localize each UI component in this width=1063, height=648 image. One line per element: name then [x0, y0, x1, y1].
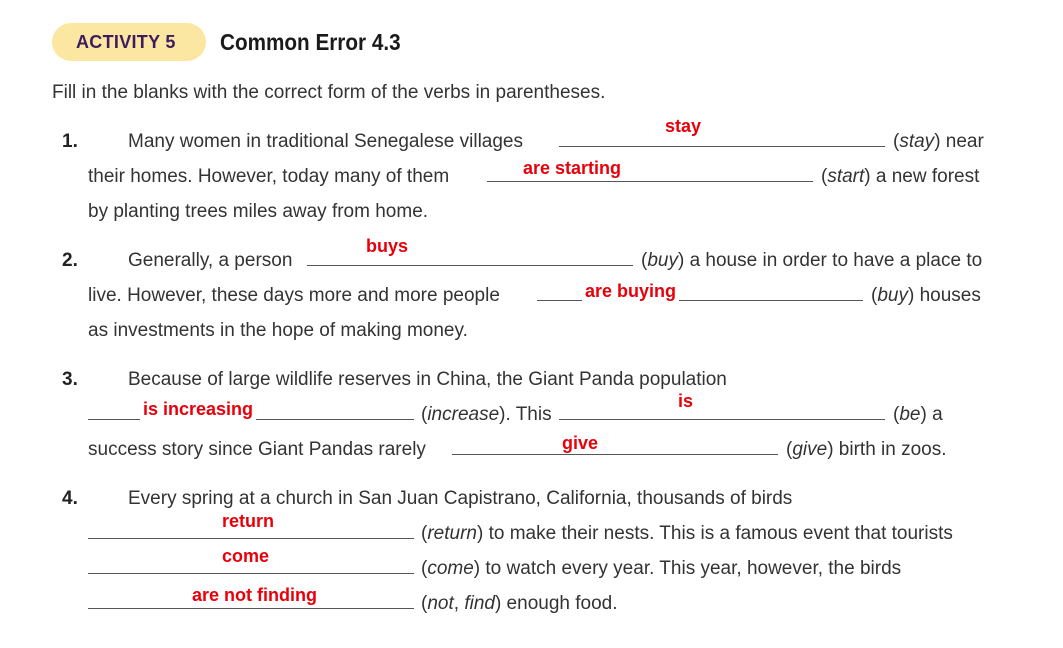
answer-text: stay	[662, 116, 705, 137]
answer-blank[interactable]	[88, 573, 414, 574]
answer-blank[interactable]	[88, 538, 414, 539]
item-text: Every spring at a church in San Juan Cap…	[128, 488, 793, 509]
verb-hint: (increase). This	[421, 404, 552, 425]
answer-text: buys	[363, 236, 412, 257]
answer-text: are starting	[520, 158, 625, 179]
answer-text: return	[219, 511, 278, 532]
verb-hint: (buy) houses	[871, 285, 981, 306]
item-number: 4.	[62, 488, 78, 509]
item-text: success story since Giant Pandas rarely	[88, 439, 426, 460]
answer-text: are buying	[582, 281, 680, 302]
verb-hint: (come) to watch every year. This year, h…	[421, 558, 902, 579]
item-text: by planting trees miles away from home.	[88, 201, 429, 222]
verb-hint: (stay) near	[893, 131, 984, 152]
answer-blank[interactable]	[487, 181, 813, 182]
answer-text: is increasing	[140, 399, 257, 420]
page-title: Common Error 4.3	[220, 29, 401, 55]
answer-blank[interactable]	[559, 419, 885, 420]
verb-hint: (buy) a house in order to have a place t…	[641, 250, 983, 271]
item-number: 1.	[62, 131, 78, 152]
item-text: as investments in the hope of making mon…	[88, 320, 468, 341]
item-text: Generally, a person	[128, 250, 293, 271]
activity-badge	[52, 23, 206, 61]
instructions: Fill in the blanks with the correct form…	[52, 82, 606, 103]
item-text: live. However, these days more and more …	[88, 285, 500, 306]
answer-blank[interactable]	[452, 454, 778, 455]
answer-text: give	[559, 433, 602, 454]
answer-text: come	[219, 546, 273, 567]
verb-hint: (return) to make their nests. This is a …	[421, 523, 953, 544]
verb-hint: (start) a new forest	[821, 166, 980, 187]
answer-blank[interactable]	[307, 265, 633, 266]
answer-text: is	[675, 391, 697, 412]
verb-hint: (not, find) enough food.	[421, 593, 618, 614]
answer-blank[interactable]	[537, 300, 863, 301]
answer-text: are not finding	[189, 585, 320, 606]
item-number: 2.	[62, 250, 78, 271]
item-text: Because of large wildlife reserves in Ch…	[128, 369, 727, 390]
verb-hint: (give) birth in zoos.	[786, 439, 947, 460]
answer-blank[interactable]	[88, 608, 414, 609]
item-text: their homes. However, today many of them	[88, 166, 450, 187]
answer-blank[interactable]	[559, 146, 885, 147]
activity-label: ACTIVITY 5	[76, 32, 176, 52]
item-text: Many women in traditional Senegalese vil…	[128, 131, 524, 152]
item-number: 3.	[62, 369, 78, 390]
verb-hint: (be) a	[893, 404, 943, 425]
